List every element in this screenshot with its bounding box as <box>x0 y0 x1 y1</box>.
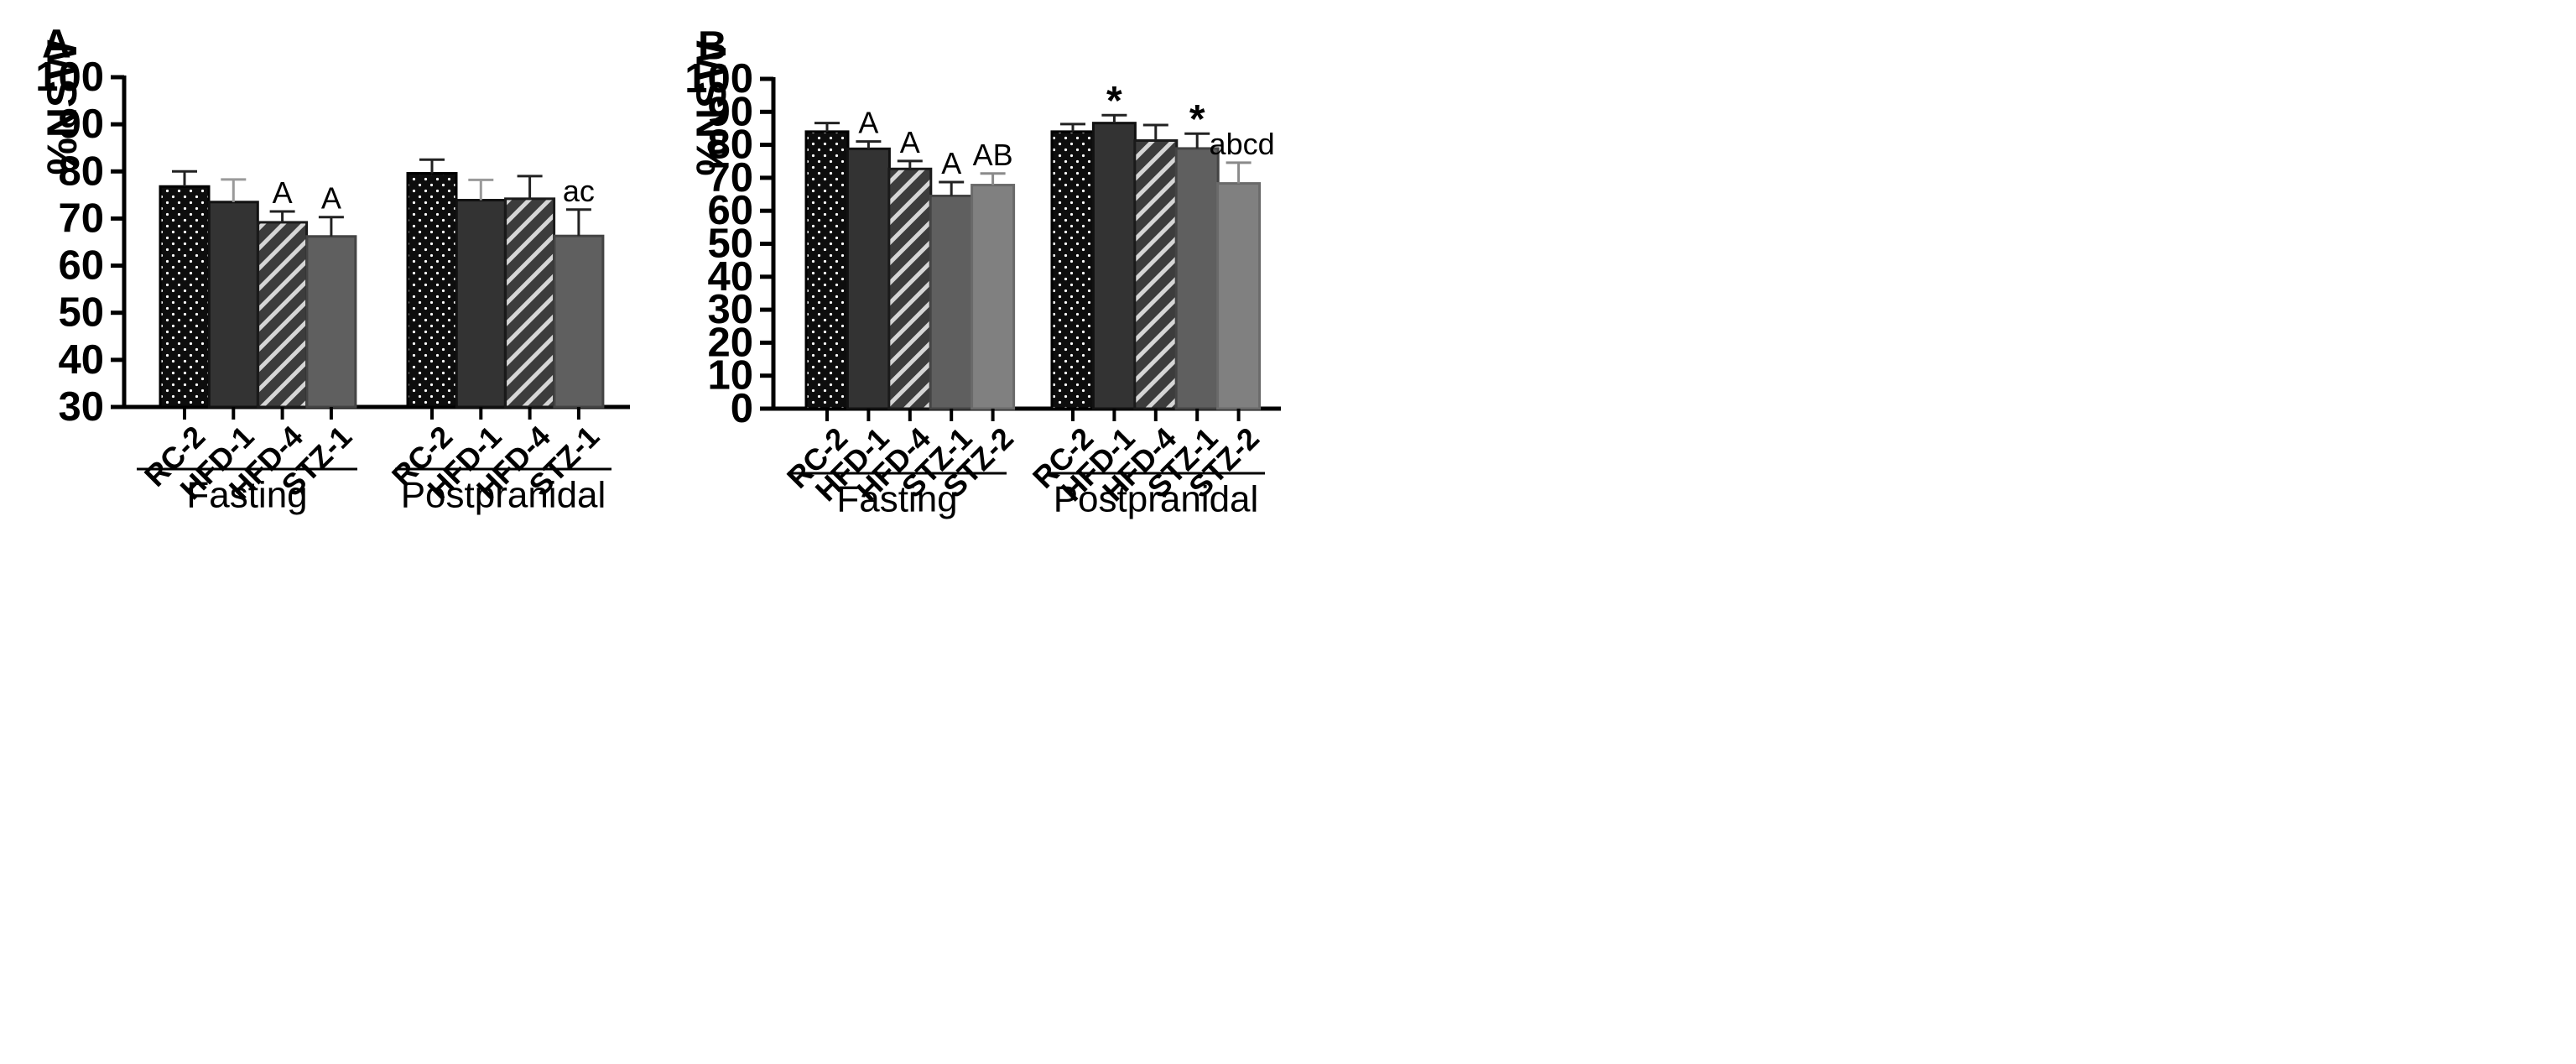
significance-annotation: * <box>1189 97 1205 142</box>
y-tick-label: 60 <box>707 188 753 233</box>
group-label: Fasting <box>186 475 307 516</box>
significance-annotation: A <box>858 106 878 140</box>
bar <box>455 199 507 409</box>
bar <box>1216 182 1262 410</box>
bar <box>971 184 1016 410</box>
y-tick-label: 70 <box>707 155 753 201</box>
bar <box>804 130 850 410</box>
bar <box>1174 147 1220 410</box>
bar <box>159 185 211 409</box>
y-tick-label: 30 <box>58 384 104 430</box>
y-tick-label: 40 <box>58 337 104 383</box>
significance-annotation: AB <box>973 138 1013 172</box>
significance-annotation: ac <box>563 174 595 208</box>
bar <box>887 167 933 410</box>
bar <box>406 172 458 409</box>
y-tick-label: 0 <box>731 386 753 431</box>
chart-panel-b: B%NSW0102030405060708090100RC-2AHFD-1AHF… <box>684 24 1281 520</box>
group-label: Postpranidal <box>1054 479 1259 520</box>
bar <box>257 221 309 409</box>
significance-annotation: A <box>941 146 961 180</box>
y-tick-label: 80 <box>58 149 104 194</box>
group-label: Postpranidal <box>401 475 606 516</box>
bar <box>207 201 259 409</box>
y-tick-label: 10 <box>707 353 753 399</box>
y-tick-label: 100 <box>684 56 753 102</box>
panel-label: B <box>698 24 727 69</box>
significance-annotation: abcd <box>1210 127 1275 161</box>
bar <box>929 195 974 410</box>
y-axis-label: %NSW <box>39 39 86 175</box>
y-tick-label: 40 <box>707 254 753 300</box>
y-tick-label: 90 <box>58 102 104 147</box>
significance-annotation: A <box>321 181 341 216</box>
bar <box>305 235 357 409</box>
significance-annotation: * <box>1106 79 1122 123</box>
significance-annotation: A <box>900 125 920 159</box>
bar <box>553 234 605 409</box>
bar <box>504 197 556 409</box>
panel-label: A <box>42 23 71 67</box>
chart-panel-a: A%NSW30405060708090100RC-2HFD-1AHFD-4AST… <box>35 23 630 516</box>
y-tick-label: 100 <box>35 55 104 100</box>
y-tick-label: 30 <box>707 287 753 332</box>
y-axis-label: %NSW <box>688 40 735 176</box>
y-tick-label: 90 <box>707 89 753 134</box>
bar <box>1133 138 1179 410</box>
group-label: Fasting <box>836 479 957 520</box>
significance-annotation: A <box>273 175 293 210</box>
bar <box>846 147 891 410</box>
y-tick-label: 50 <box>707 222 753 267</box>
y-tick-label: 50 <box>58 290 104 336</box>
y-tick-label: 70 <box>58 196 104 241</box>
bar <box>1091 122 1137 410</box>
y-tick-label: 80 <box>707 123 753 168</box>
bar <box>1050 130 1095 410</box>
y-tick-label: 20 <box>707 320 753 365</box>
y-tick-label: 60 <box>58 243 104 289</box>
